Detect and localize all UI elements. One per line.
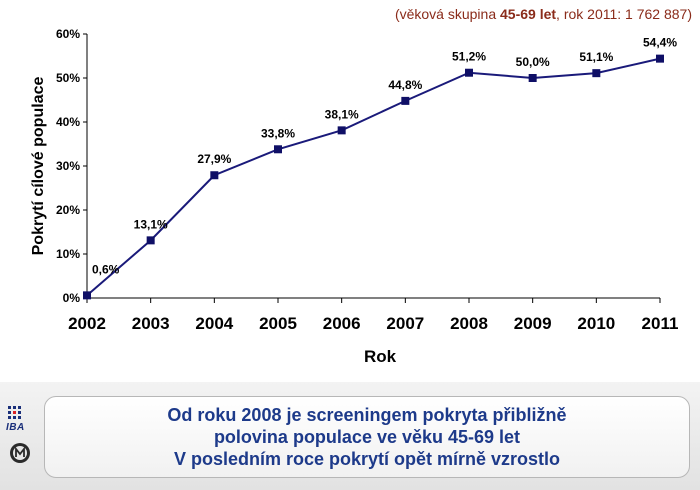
x-axis-label: Rok [364, 347, 397, 366]
x-tick-label: 2005 [259, 314, 297, 333]
data-label: 27,9% [197, 152, 231, 166]
x-tick-label: 2007 [386, 314, 424, 333]
data-point [528, 74, 537, 82]
data-point [401, 96, 410, 105]
data-point [465, 68, 473, 77]
x-tick-label: 2010 [577, 314, 615, 333]
y-tick-label: 20% [56, 203, 80, 217]
x-tick-label: 2008 [450, 314, 488, 333]
data-label: 33,8% [261, 126, 295, 140]
summary-line-1: Od roku 2008 je screeningem pokryta přib… [167, 405, 567, 425]
x-tick-label: 2009 [514, 314, 552, 333]
subtitle-suffix: , rok 2011: 1 762 887) [556, 6, 692, 22]
data-label: 51,1% [579, 50, 613, 64]
summary-line-2: polovina populace ve věku 45-69 let [213, 427, 521, 447]
iba-logo-label: IBA [6, 422, 25, 433]
summary-message-box: Od roku 2008 je screeningem pokryta přib… [44, 396, 690, 478]
university-seal-icon [10, 443, 30, 463]
data-point [274, 145, 282, 154]
footer-panel: IBA Od roku 2008 je screeningem pokryta … [0, 382, 700, 490]
y-tick-label: 0% [63, 291, 81, 305]
y-tick-label: 50% [56, 71, 80, 85]
iba-logo: IBA [6, 404, 36, 436]
data-label: 38,1% [325, 107, 359, 121]
data-label: 54,4% [643, 36, 677, 50]
data-label: 50,0% [516, 55, 550, 69]
iba-logo-icon [8, 406, 21, 419]
line-chart: 0% 10% 20% 30% 40% 50% 60% 2002 2003 2004 2005 2006… [30, 27, 679, 366]
subtitle-age-group: 45-69 let [500, 6, 557, 22]
subtitle-prefix: (věková skupina [394, 6, 500, 22]
x-tick-label: 2003 [132, 314, 170, 333]
y-tick-label: 10% [56, 247, 80, 261]
data-point [656, 54, 664, 63]
data-point [210, 171, 219, 180]
y-tick-label: 40% [56, 115, 80, 129]
data-label: 44,8% [388, 78, 422, 92]
y-tick-label: 60% [56, 27, 80, 41]
data-label: 51,2% [452, 50, 486, 64]
data-point [83, 291, 91, 300]
data-point [337, 126, 346, 135]
series-line [86, 57, 661, 297]
y-tick-label: 30% [56, 159, 80, 173]
data-point [592, 69, 601, 78]
data-label: 13,1% [134, 217, 168, 231]
y-axis-label: Pokrytí cílové populace [30, 77, 47, 256]
data-point [146, 236, 155, 245]
summary-line-3: V posledním roce pokrytí opět mírně vzro… [173, 449, 561, 469]
x-tick-label: 2011 [642, 314, 679, 333]
x-tick-label: 2002 [68, 314, 106, 333]
chart-subtitle: (věková skupina 45-69 let, rok 2011: 1 7… [395, 6, 692, 22]
x-tick-label: 2004 [195, 314, 233, 333]
x-tick-label: 2006 [323, 314, 361, 333]
data-label: 0,6% [92, 262, 120, 276]
